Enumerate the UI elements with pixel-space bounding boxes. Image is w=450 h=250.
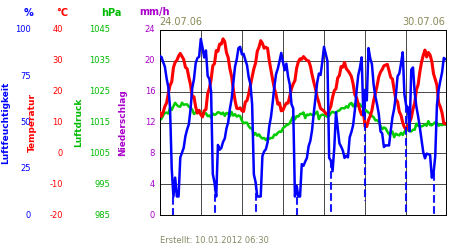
Text: 4: 4 xyxy=(150,180,155,189)
Text: 0: 0 xyxy=(25,210,31,220)
Text: 1035: 1035 xyxy=(89,56,110,65)
Text: mm/h: mm/h xyxy=(140,8,170,18)
Text: 1025: 1025 xyxy=(89,87,110,96)
Text: 24: 24 xyxy=(145,26,155,35)
Text: 1005: 1005 xyxy=(89,149,110,158)
Text: Niederschlag: Niederschlag xyxy=(118,89,127,156)
Text: 100: 100 xyxy=(15,26,31,35)
Text: 24.07.06: 24.07.06 xyxy=(160,17,203,27)
Text: 10: 10 xyxy=(53,118,63,127)
Text: Erstellt: 10.01.2012 06:30: Erstellt: 10.01.2012 06:30 xyxy=(160,236,269,245)
Text: hPa: hPa xyxy=(101,8,122,18)
Text: 25: 25 xyxy=(20,164,31,173)
Text: 75: 75 xyxy=(20,72,31,81)
Text: 8: 8 xyxy=(150,149,155,158)
Text: 995: 995 xyxy=(94,180,110,189)
Text: 1045: 1045 xyxy=(89,26,110,35)
Text: 12: 12 xyxy=(145,118,155,127)
Text: 1015: 1015 xyxy=(89,118,110,127)
Text: 985: 985 xyxy=(94,210,110,220)
Text: 50: 50 xyxy=(20,118,31,127)
Text: Temperatur: Temperatur xyxy=(28,93,37,152)
Text: %: % xyxy=(24,8,34,18)
Text: 40: 40 xyxy=(53,26,63,35)
Text: °C: °C xyxy=(56,8,68,18)
Text: 20: 20 xyxy=(53,87,63,96)
Text: -20: -20 xyxy=(50,210,63,220)
Text: 30.07.06: 30.07.06 xyxy=(403,17,446,27)
Text: 16: 16 xyxy=(144,87,155,96)
Text: -10: -10 xyxy=(50,180,63,189)
Text: Luftfeuchtigkeit: Luftfeuchtigkeit xyxy=(1,81,10,164)
Text: 30: 30 xyxy=(52,56,63,65)
Text: 0: 0 xyxy=(58,149,63,158)
Text: 20: 20 xyxy=(145,56,155,65)
Text: 0: 0 xyxy=(150,210,155,220)
Text: Luftdruck: Luftdruck xyxy=(74,98,83,147)
